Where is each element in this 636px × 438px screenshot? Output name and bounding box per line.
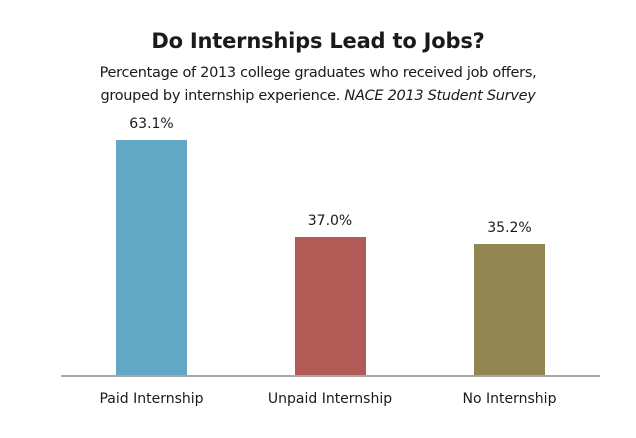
- bar-unpaid-internship: [294, 237, 366, 375]
- category-label: No Internship: [462, 391, 557, 407]
- value-label: 35.2%: [487, 220, 532, 236]
- chart-subtitle-line2: grouped by internship experience. NACE 2…: [0, 88, 636, 104]
- x-axis-line: [61, 375, 600, 377]
- subtitle-text: grouped by internship experience.: [100, 88, 345, 104]
- bar-no-internship: [474, 244, 545, 375]
- bar-paid-internship: [116, 140, 187, 375]
- value-label: 63.1%: [129, 116, 174, 132]
- category-label: Unpaid Internship: [267, 391, 393, 407]
- chart-subtitle-line1: Percentage of 2013 college graduates who…: [99, 65, 537, 81]
- value-label: 37.0%: [307, 213, 353, 229]
- chart-source: NACE 2013 Student Survey: [344, 88, 536, 104]
- chart-title: Do Internships Lead to Jobs?: [151, 29, 485, 53]
- category-label: Paid Internship: [99, 391, 204, 407]
